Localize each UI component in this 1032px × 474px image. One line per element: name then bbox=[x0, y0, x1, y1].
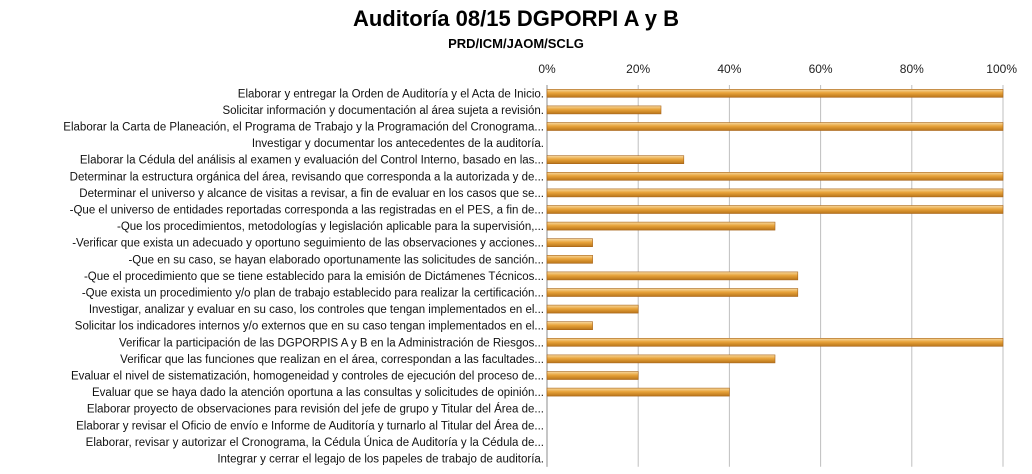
category-label: Determinar la estructura orgánica del ár… bbox=[70, 171, 544, 183]
bar bbox=[546, 238, 593, 247]
chart-subtitle: PRD/ICM/JAOM/SCLG bbox=[448, 36, 584, 51]
category-label: Integrar y cerrar el legajo de los papel… bbox=[217, 454, 544, 466]
category-label: Solicitar información y documentación al… bbox=[222, 105, 544, 117]
category-label: Solicitar los indicadores internos y/o e… bbox=[75, 321, 544, 333]
bar bbox=[546, 155, 685, 164]
bar bbox=[546, 205, 1004, 214]
x-tick-label: 80% bbox=[900, 62, 924, 76]
bar bbox=[546, 255, 593, 264]
x-tick-label: 40% bbox=[717, 62, 741, 76]
category-labels: Elaborar y entregar la Orden de Auditorí… bbox=[63, 88, 544, 465]
category-label: -Que el procedimiento que se tiene estab… bbox=[84, 271, 544, 283]
bars bbox=[546, 89, 1004, 397]
category-label: Verificar que las funciones que realizan… bbox=[120, 354, 544, 366]
bar bbox=[546, 337, 1004, 347]
category-label: -Verificar que exista un adecuado y opor… bbox=[72, 238, 544, 250]
category-label: Investigar, analizar y evaluar en su cas… bbox=[89, 304, 544, 316]
category-label: Elaborar proyecto de observaciones para … bbox=[87, 403, 544, 416]
bar bbox=[546, 288, 799, 297]
category-label: Elaborar la Cédula del análisis al exame… bbox=[80, 155, 544, 167]
bar bbox=[546, 122, 1004, 131]
bar bbox=[546, 172, 1004, 181]
category-label: -Que en su caso, se hayan elaborado opor… bbox=[128, 254, 544, 266]
bar bbox=[546, 321, 593, 331]
x-tick-label: 20% bbox=[626, 62, 650, 76]
category-label: -Que el universo de entidades reportadas… bbox=[70, 205, 544, 217]
category-label: Elaborar y revisar el Oficio de envío e … bbox=[76, 419, 544, 432]
category-label: -Que exista un procedimiento y/o plan de… bbox=[82, 288, 544, 300]
category-label: Verificar la participación de las DGPORP… bbox=[119, 337, 544, 349]
bar bbox=[546, 354, 776, 364]
bar bbox=[546, 304, 639, 314]
bar bbox=[546, 271, 799, 281]
bar bbox=[546, 105, 662, 115]
category-label: Elaborar, revisar y autorizar el Cronogr… bbox=[86, 436, 544, 449]
chart-title: Auditoría 08/15 DGPORPI A y B bbox=[352, 6, 679, 31]
bar bbox=[546, 188, 1004, 198]
bar bbox=[546, 89, 1004, 98]
bar bbox=[546, 221, 776, 231]
x-tick-label: 0% bbox=[538, 62, 556, 76]
x-axis-ticks: 0% 20% 40% 60% 80% 100% bbox=[538, 62, 1017, 76]
x-tick-label: 60% bbox=[809, 62, 833, 76]
bar bbox=[546, 387, 730, 397]
category-label: Investigar y documentar los antecedentes… bbox=[252, 138, 544, 150]
category-label: Determinar el universo y alcance de visi… bbox=[79, 188, 544, 200]
category-label: Evaluar el nivel de sistematización, hom… bbox=[71, 371, 544, 383]
category-label: Elaborar y entregar la Orden de Auditorí… bbox=[238, 88, 544, 100]
x-tick-label: 100% bbox=[986, 62, 1017, 76]
category-label: Elaborar la Carta de Planeación, el Prog… bbox=[63, 122, 544, 134]
category-label: Evaluar que se haya dado la atención opo… bbox=[92, 387, 544, 399]
category-label: -Que los procedimientos, metodologías y … bbox=[117, 221, 544, 233]
bar bbox=[546, 371, 639, 380]
